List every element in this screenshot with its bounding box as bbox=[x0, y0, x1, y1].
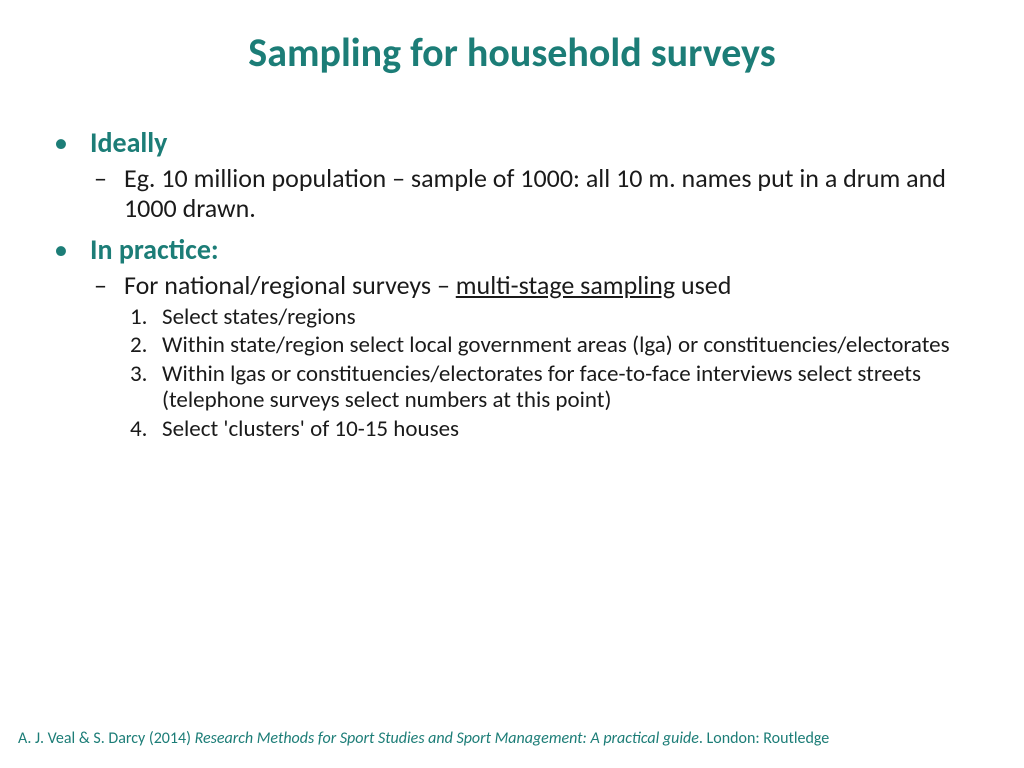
numbered-list: Select states/regions Within state/regio… bbox=[124, 305, 974, 443]
dash-item: For national/regional surveys – multi-st… bbox=[124, 271, 974, 443]
dash-text-underlined: multi-stage sampling bbox=[456, 269, 675, 301]
dash-list: Eg. 10 million population – sample of 10… bbox=[90, 164, 974, 224]
slide-title: Sampling for household surveys bbox=[50, 28, 974, 77]
section-heading: In practice: bbox=[90, 232, 974, 267]
dash-text-prefix: For national/regional surveys – bbox=[124, 269, 456, 301]
bullet-list: Ideally Eg. 10 million population – samp… bbox=[50, 125, 974, 442]
numbered-item: Within lgas or constituencies/electorate… bbox=[162, 362, 974, 414]
section-heading: Ideally bbox=[90, 125, 974, 160]
dash-item: Eg. 10 million population – sample of 10… bbox=[124, 164, 974, 224]
footer-authors: A. J. Veal & S. Darcy (2014) bbox=[18, 729, 195, 748]
footer-citation: A. J. Veal & S. Darcy (2014) Research Me… bbox=[18, 729, 1006, 748]
slide: Sampling for household surveys Ideally E… bbox=[0, 0, 1024, 768]
numbered-item: Select states/regions bbox=[162, 305, 974, 331]
footer-suffix: . London: Routledge bbox=[699, 729, 829, 748]
bullet-item: Ideally Eg. 10 million population – samp… bbox=[90, 125, 974, 224]
dash-text-suffix: used bbox=[675, 269, 731, 301]
dash-list: For national/regional surveys – multi-st… bbox=[90, 271, 974, 443]
numbered-item: Select 'clusters' of 10-15 houses bbox=[162, 417, 974, 443]
numbered-item: Within state/region select local governm… bbox=[162, 333, 974, 359]
bullet-item: In practice: For national/regional surve… bbox=[90, 232, 974, 443]
footer-title: Research Methods for Sport Studies and S… bbox=[195, 729, 699, 748]
